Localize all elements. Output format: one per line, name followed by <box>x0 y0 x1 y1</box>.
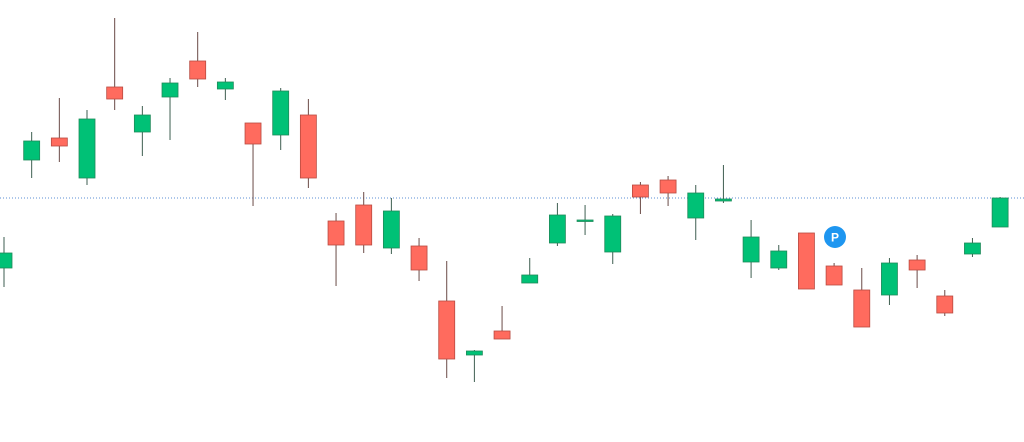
candle-body <box>936 295 954 314</box>
candle-body <box>991 197 1009 228</box>
candle-body <box>106 86 124 100</box>
candle-body <box>908 259 926 271</box>
candle-body <box>770 250 788 269</box>
candle-body <box>521 274 539 284</box>
candle-body <box>881 262 898 296</box>
marker-label: P <box>831 231 839 245</box>
candle-body <box>299 114 317 179</box>
candle-body <box>659 179 677 194</box>
candle-body <box>576 219 594 222</box>
candle-body <box>825 265 843 286</box>
marker: P <box>824 226 846 248</box>
candle-body <box>50 137 68 147</box>
candle-body <box>549 214 566 244</box>
candle-body <box>632 184 649 198</box>
candle-body <box>133 114 151 133</box>
candle-body <box>189 60 207 80</box>
candle-body <box>244 122 262 145</box>
candle-body <box>272 90 290 136</box>
candle-body <box>23 140 41 161</box>
candle-body <box>327 220 345 246</box>
candle-body <box>964 242 981 255</box>
candle-body <box>742 236 760 263</box>
candle-body <box>853 289 871 328</box>
marker-badge <box>824 226 846 248</box>
candle-body <box>410 245 428 271</box>
candle-body <box>382 210 400 249</box>
candle-body <box>438 300 456 360</box>
candle-body <box>216 81 234 90</box>
candle-body <box>493 330 511 340</box>
candle-body <box>465 350 483 356</box>
candle-body <box>161 82 179 98</box>
candle-body <box>604 215 622 253</box>
candle-body <box>355 204 373 246</box>
candle-body <box>687 192 705 219</box>
candle-body <box>78 118 96 179</box>
candle-body <box>715 198 732 202</box>
candle-body <box>798 232 815 290</box>
candle-body <box>0 252 13 269</box>
